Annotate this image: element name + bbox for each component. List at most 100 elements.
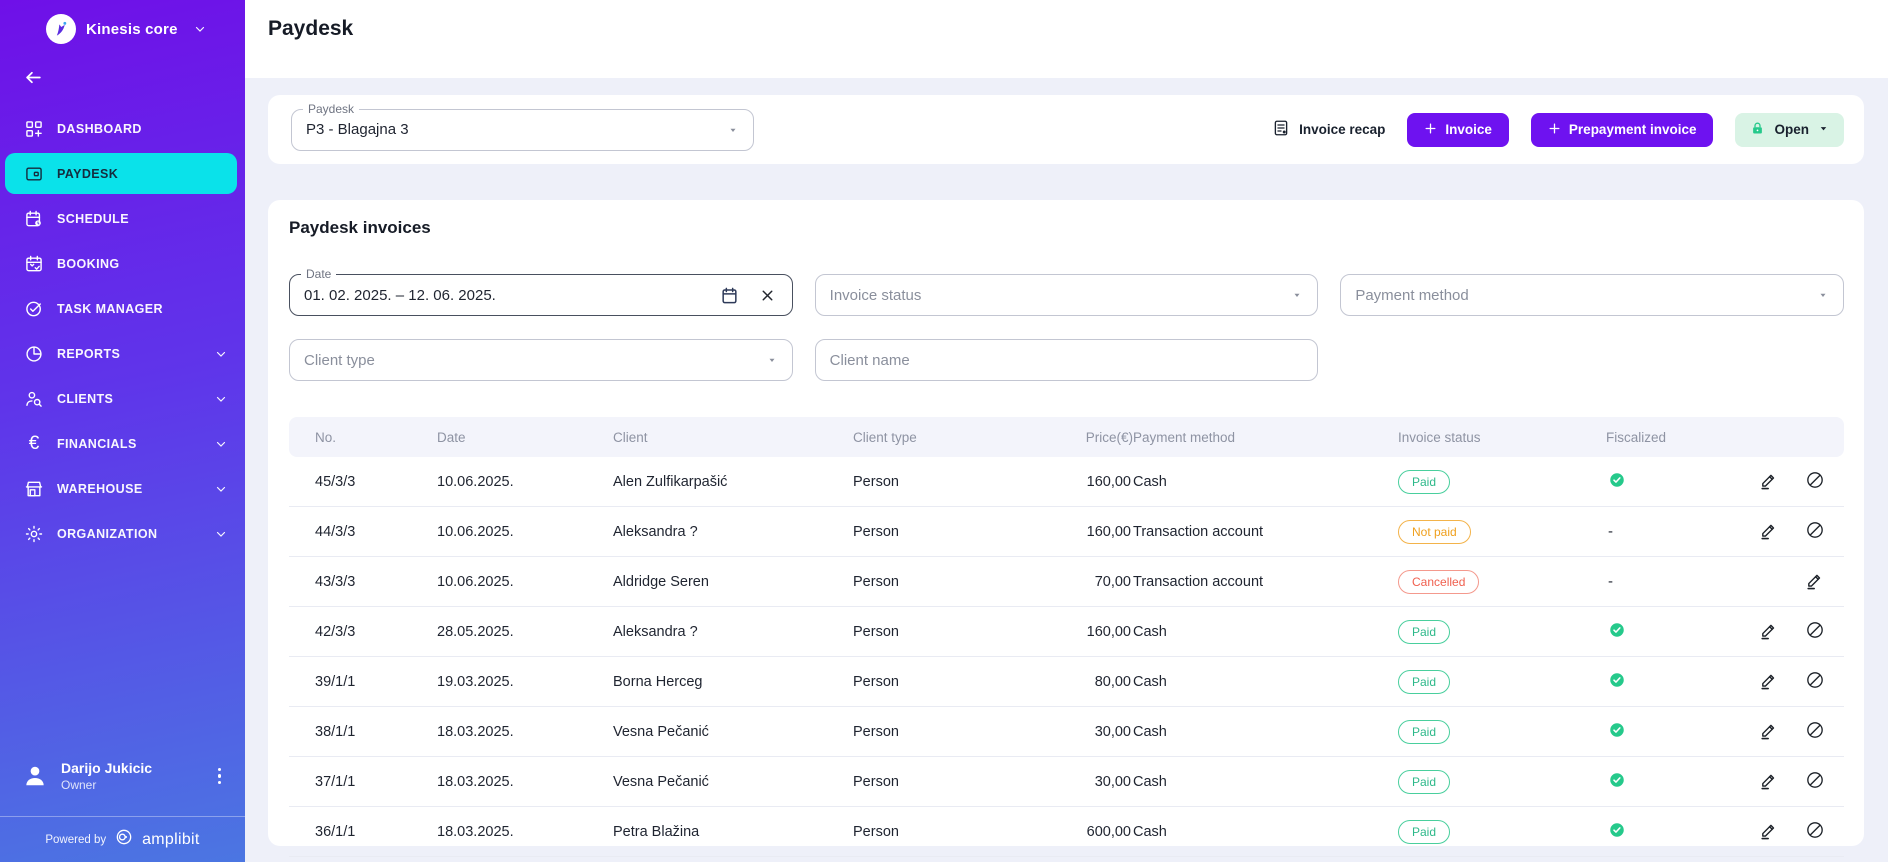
invoice-payment-method: Cash: [1133, 773, 1167, 790]
dashboard-icon: [24, 119, 44, 139]
edit-pencil-icon: [1758, 720, 1779, 744]
table-row: 36/1/1 18.03.2025. Petra Blažina Person 600,…: [289, 807, 1844, 857]
column-header: Payment method: [1133, 429, 1236, 445]
sidebar-item-warehouse[interactable]: WAREHOUSE: [0, 466, 245, 511]
edit-invoice-button[interactable]: [1756, 518, 1781, 546]
cancel-invoice-button[interactable]: [1803, 518, 1827, 545]
sidebar-item-schedule[interactable]: SCHEDULE: [0, 196, 245, 241]
warehouse-icon: [24, 479, 44, 499]
status-badge: Paid: [1398, 669, 1451, 694]
sidebar-item-task-manager[interactable]: TASK MANAGER: [0, 286, 245, 331]
invoice-client-type: Person: [853, 473, 899, 490]
sidebar-item-dashboard[interactable]: DASHBOARD: [0, 106, 245, 151]
chevron-down-icon: [1818, 122, 1829, 137]
status-badge: Paid: [1398, 769, 1451, 794]
fiscalized-check-icon: [1608, 622, 1626, 643]
column-header: Fiscalized: [1606, 429, 1667, 445]
user-profile[interactable]: Darijo Jukicic Owner: [0, 746, 245, 806]
invoice-date: 10.06.2025.: [437, 573, 514, 590]
chevron-down-icon: [215, 528, 227, 540]
invoice-price: 70,00: [1094, 573, 1131, 590]
sidebar-item-reports[interactable]: REPORTS: [0, 331, 245, 376]
cancel-invoice-button[interactable]: [1803, 618, 1827, 645]
edit-invoice-button[interactable]: [1756, 768, 1781, 796]
edit-invoice-button[interactable]: [1756, 818, 1781, 846]
sidebar-item-financials[interactable]: € FINANCIALS: [0, 421, 245, 466]
invoice-number: 39/1/1: [315, 673, 356, 690]
edit-invoice-button[interactable]: [1756, 468, 1781, 496]
invoice-date: 18.03.2025.: [437, 823, 514, 840]
table-row: 38/1/1 18.03.2025. Vesna Pečanić Person 30,0…: [289, 707, 1844, 757]
payment-method-select[interactable]: Payment method: [1340, 274, 1844, 316]
sidebar-collapse-button[interactable]: [0, 54, 245, 96]
edit-invoice-button[interactable]: [1802, 568, 1827, 596]
cancel-invoice-button[interactable]: [1803, 768, 1827, 795]
edit-invoice-button[interactable]: [1756, 718, 1781, 746]
invoice-payment-method: Transaction account: [1133, 573, 1264, 590]
column-header: Price(€): [1085, 429, 1133, 445]
edit-pencil-icon: [1758, 470, 1779, 494]
client-name-input[interactable]: Client name: [814, 339, 1319, 381]
invoice-date: 18.03.2025.: [437, 723, 514, 740]
prepayment-invoice-button[interactable]: Prepayment invoice: [1530, 112, 1714, 147]
fiscalized-empty: -: [1608, 523, 1613, 540]
clear-date-icon[interactable]: [757, 285, 778, 306]
sidebar-item-paydesk[interactable]: PAYDESK: [5, 153, 237, 194]
edit-invoice-button[interactable]: [1756, 668, 1781, 696]
invoice-date: 19.03.2025.: [437, 673, 514, 690]
cancel-invoice-button[interactable]: [1803, 718, 1827, 745]
lock-icon: [1750, 121, 1765, 139]
user-name: Darijo Jukicic: [61, 760, 153, 776]
sidebar-item-label: BOOKING: [57, 256, 120, 271]
paydesk-invoices-card: Paydesk invoices Date 01. 02. 2025. – 12…: [268, 200, 1864, 857]
user-menu-kebab-icon[interactable]: [212, 762, 228, 791]
cancel-invoice-button[interactable]: [1803, 668, 1827, 695]
invoice-price: 30,00: [1094, 773, 1131, 790]
chevron-down-icon: [215, 348, 227, 360]
plus-icon: [1424, 122, 1437, 138]
sidebar-item-booking[interactable]: BOOKING: [0, 241, 245, 286]
invoice-payment-method: Cash: [1133, 623, 1167, 640]
invoice-recap-button[interactable]: Invoice recap: [1272, 119, 1385, 140]
status-badge: Paid: [1398, 719, 1451, 744]
plus-icon: [1548, 122, 1561, 138]
organization-icon: [24, 524, 44, 544]
client-type-select[interactable]: Client type: [289, 339, 793, 381]
workspace-name: Kinesis core: [86, 20, 178, 38]
invoice-payment-method: Cash: [1133, 673, 1167, 690]
invoice-status-select[interactable]: Invoice status: [814, 274, 1319, 316]
booking-icon: [24, 254, 44, 274]
sidebar-item-label: SCHEDULE: [57, 211, 129, 226]
sidebar-item-label: WAREHOUSE: [57, 481, 143, 496]
cancel-slash-icon: [1805, 670, 1825, 693]
sidebar-item-label: CLIENTS: [57, 391, 114, 406]
invoice-button[interactable]: Invoice: [1407, 112, 1509, 147]
section-title: Paydesk invoices: [289, 218, 431, 237]
paydesk-open-status-button[interactable]: Open: [1735, 112, 1844, 147]
sidebar-item-clients[interactable]: CLIENTS: [0, 376, 245, 421]
invoice-date: 18.03.2025.: [437, 773, 514, 790]
cancel-invoice-button[interactable]: [1803, 818, 1827, 845]
chevron-down-icon: [215, 483, 227, 495]
invoice-client-type: Person: [853, 623, 899, 640]
dropdown-arrow-icon: [727, 124, 739, 136]
invoice-filters: Date 01. 02. 2025. – 12. 06. 2025.: [289, 267, 1844, 381]
calendar-icon[interactable]: [718, 284, 741, 307]
edit-pencil-icon: [1804, 570, 1825, 594]
fiscalized-check-icon: [1608, 822, 1626, 843]
workspace-switcher[interactable]: Kinesis core: [0, 0, 245, 54]
edit-invoice-button[interactable]: [1756, 618, 1781, 646]
invoice-number: 37/1/1: [315, 773, 356, 790]
sidebar-item-organization[interactable]: ORGANIZATION: [0, 511, 245, 556]
invoice-payment-method: Transaction account: [1133, 523, 1264, 540]
invoice-price: 30,00: [1094, 723, 1131, 740]
edit-pencil-icon: [1758, 770, 1779, 794]
task-manager-icon: [24, 299, 44, 319]
cancel-invoice-button[interactable]: [1803, 468, 1827, 495]
invoices-table: No. Date Client Client type Price(€) Payment …: [289, 417, 1844, 857]
table-row: 43/3/3 10.06.2025. Aldridge Seren Person 70,…: [289, 557, 1844, 607]
invoice-client-type: Person: [853, 523, 899, 540]
paydesk-select[interactable]: Paydesk P3 - Blagajna 3: [291, 101, 754, 151]
date-range-field[interactable]: Date 01. 02. 2025. – 12. 06. 2025.: [289, 267, 793, 316]
